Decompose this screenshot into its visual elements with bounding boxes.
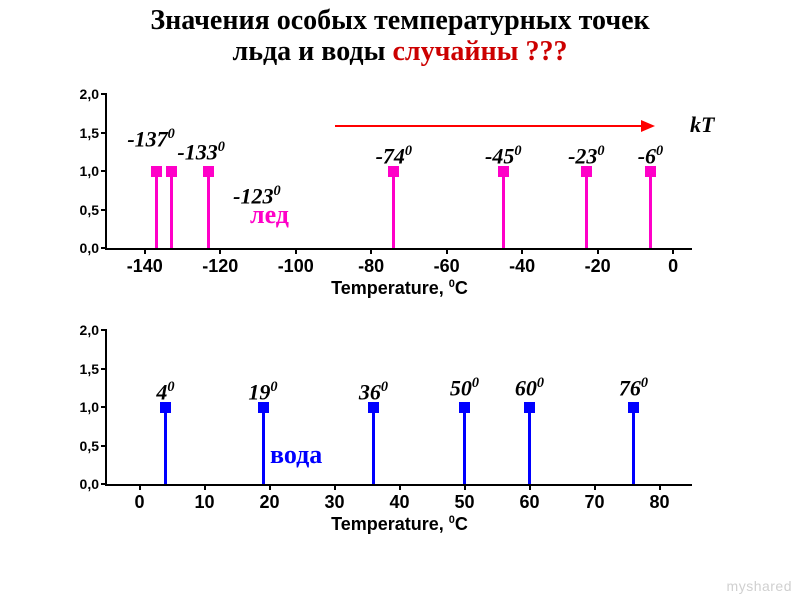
point-label: 500 [450,375,479,401]
xtick [594,484,596,490]
xtick [370,248,372,254]
marker-icon [524,402,535,413]
xtick [464,484,466,490]
ylabel: 2,0 [69,86,99,102]
ylabel: 2,0 [69,322,99,338]
stem-line [170,171,173,248]
xlabel: -20 [585,256,611,277]
point-label: 600 [515,375,544,401]
xlabel: -120 [202,256,238,277]
xtick [139,484,141,490]
marker-icon [459,402,470,413]
point-label: 760 [619,375,648,401]
ytick [101,406,107,408]
ylabel: 1,0 [69,399,99,415]
stem-line [372,407,375,484]
point-label: 40 [156,379,174,405]
title-line2: льда и воды случайны ??? [0,37,800,68]
xlabel: 40 [389,492,409,513]
ice-plot-area: 0,00,51,01,52,0-140-120-100-80-60-40-200… [105,94,692,250]
marker-icon [166,166,177,177]
xtick [269,484,271,490]
ytick [101,247,107,249]
stem-line [392,171,395,248]
stem-line [262,407,265,484]
title-line1: Значения особых температурных точек [0,6,800,37]
xtick [144,248,146,254]
xtick [219,248,221,254]
stem-line [649,171,652,248]
xlabel: 0 [668,256,678,277]
xlabel: 20 [259,492,279,513]
point-label: -230 [568,143,604,169]
xtick [334,484,336,490]
xtick [521,248,523,254]
stem-line [155,171,158,248]
point-label: -740 [376,143,412,169]
xlabel: -60 [434,256,460,277]
page-title: Значения особых температурных точек льда… [0,6,800,68]
xtick [659,484,661,490]
marker-icon [203,166,214,177]
point-label: 190 [248,379,277,405]
ylabel: 1,5 [69,361,99,377]
xaxis-title: Temperature, 0C [107,278,692,299]
ytick [101,170,107,172]
xlabel: 60 [519,492,539,513]
water-plot-area: 0,00,51,01,52,001020304050607080Temperat… [105,330,692,486]
xlabel: -100 [278,256,314,277]
ytick [101,445,107,447]
xtick [295,248,297,254]
ylabel: 1,5 [69,125,99,141]
stem-line [502,171,505,248]
point-label: 360 [359,379,388,405]
ytick [101,209,107,211]
ytick [101,93,107,95]
point-label: -450 [485,143,521,169]
xlabel: -80 [358,256,384,277]
stem-line [207,171,210,248]
ylabel: 1,0 [69,163,99,179]
stem-line [585,171,588,248]
xlabel: -140 [127,256,163,277]
ytick [101,132,107,134]
xlabel: 80 [649,492,669,513]
ylabel: 0,5 [69,438,99,454]
ytick [101,329,107,331]
xtick [672,248,674,254]
ice-chart: 0,00,51,01,52,0-140-120-100-80-60-40-200… [105,94,690,248]
xtick [204,484,206,490]
xlabel: 70 [584,492,604,513]
xtick [399,484,401,490]
point-label: -60 [638,143,663,169]
marker-icon [151,166,162,177]
kt-label: kT [690,112,714,138]
ytick [101,368,107,370]
xlabel: 0 [134,492,144,513]
ytick [101,483,107,485]
watermark: myshared [727,578,792,594]
xlabel: 10 [194,492,214,513]
xlabel: 30 [324,492,344,513]
water-chart: 0,00,51,01,52,001020304050607080Temperat… [105,330,690,484]
xtick [597,248,599,254]
ylabel: 0,0 [69,240,99,256]
stem-line [164,407,167,484]
ice-series-label: лед [250,200,289,230]
stem-line [528,407,531,484]
ylabel: 0,0 [69,476,99,492]
stem-line [463,407,466,484]
ylabel: 0,5 [69,202,99,218]
water-series-label: вода [270,440,322,470]
marker-icon [628,402,639,413]
xlabel: -40 [509,256,535,277]
xtick [446,248,448,254]
point-label: -1370 [127,126,174,152]
xaxis-title: Temperature, 0C [107,514,692,535]
stem-line [632,407,635,484]
point-label: -1330 [177,139,224,165]
xlabel: 50 [454,492,474,513]
xtick [529,484,531,490]
